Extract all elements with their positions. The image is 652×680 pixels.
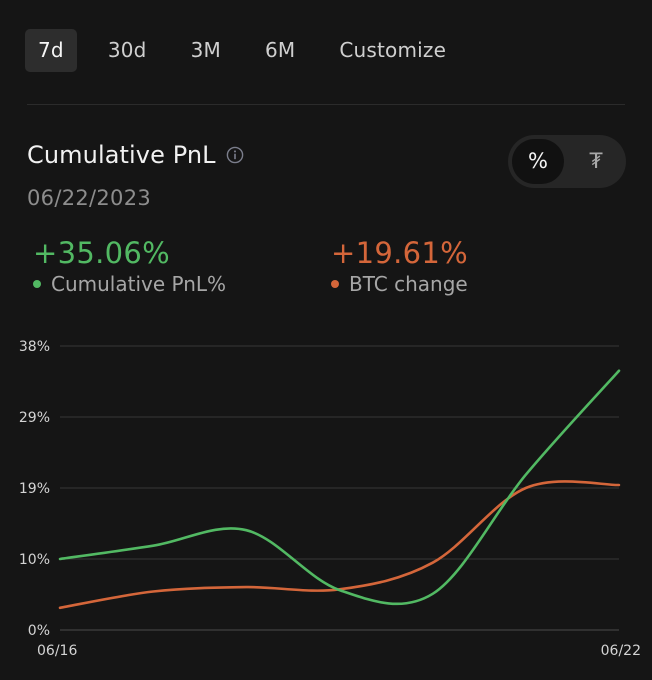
y-tick-label: 10% — [19, 552, 50, 568]
pnl-legend: Cumulative PnL% — [33, 272, 226, 296]
period-tabs: 7d 30d 3M 6M Customize — [25, 29, 477, 72]
pnl-value: +35.06% — [33, 236, 170, 270]
tab-3m[interactable]: 3M — [190, 38, 221, 62]
btc-legend-label: BTC change — [349, 272, 468, 296]
btc-legend: BTC change — [331, 272, 468, 296]
tab-7d[interactable]: 7d — [25, 29, 77, 72]
pnl-chart: 0% 10% 19% 29% 38% 06/16 06/22 — [19, 339, 641, 659]
pnl-legend-dot — [33, 280, 41, 288]
divider — [27, 104, 625, 105]
tab-6m[interactable]: 6M — [264, 38, 296, 62]
btc-stat: +19.61% BTC change — [331, 236, 468, 296]
pnl-series-line — [58, 369, 621, 606]
tab-customize[interactable]: Customize — [339, 38, 447, 62]
btc-legend-dot — [331, 280, 339, 288]
pnl-legend-label: Cumulative PnL% — [51, 272, 227, 296]
percent-toggle-button[interactable]: % — [512, 139, 564, 184]
card-title: Cumulative PnL — [27, 141, 216, 169]
x-tick-label: 06/22 — [601, 643, 641, 659]
y-tick-label: 19% — [19, 481, 50, 497]
info-icon[interactable] — [226, 146, 244, 164]
y-tick-label: 0% — [28, 623, 50, 639]
y-tick-label: 29% — [19, 410, 50, 426]
y-tick-label: 38% — [19, 339, 50, 355]
tab-30d[interactable]: 30d — [107, 38, 147, 62]
usdt-toggle-button[interactable]: ₮ — [589, 149, 603, 173]
pnl-stat: +35.06% Cumulative PnL% — [33, 236, 226, 296]
x-tick-label: 06/16 — [37, 643, 77, 659]
chart-date: 06/22/2023 — [27, 186, 152, 210]
unit-toggle: % ₮ — [508, 135, 626, 188]
btc-value: +19.61% — [331, 236, 468, 270]
title-row: Cumulative PnL — [27, 141, 244, 169]
